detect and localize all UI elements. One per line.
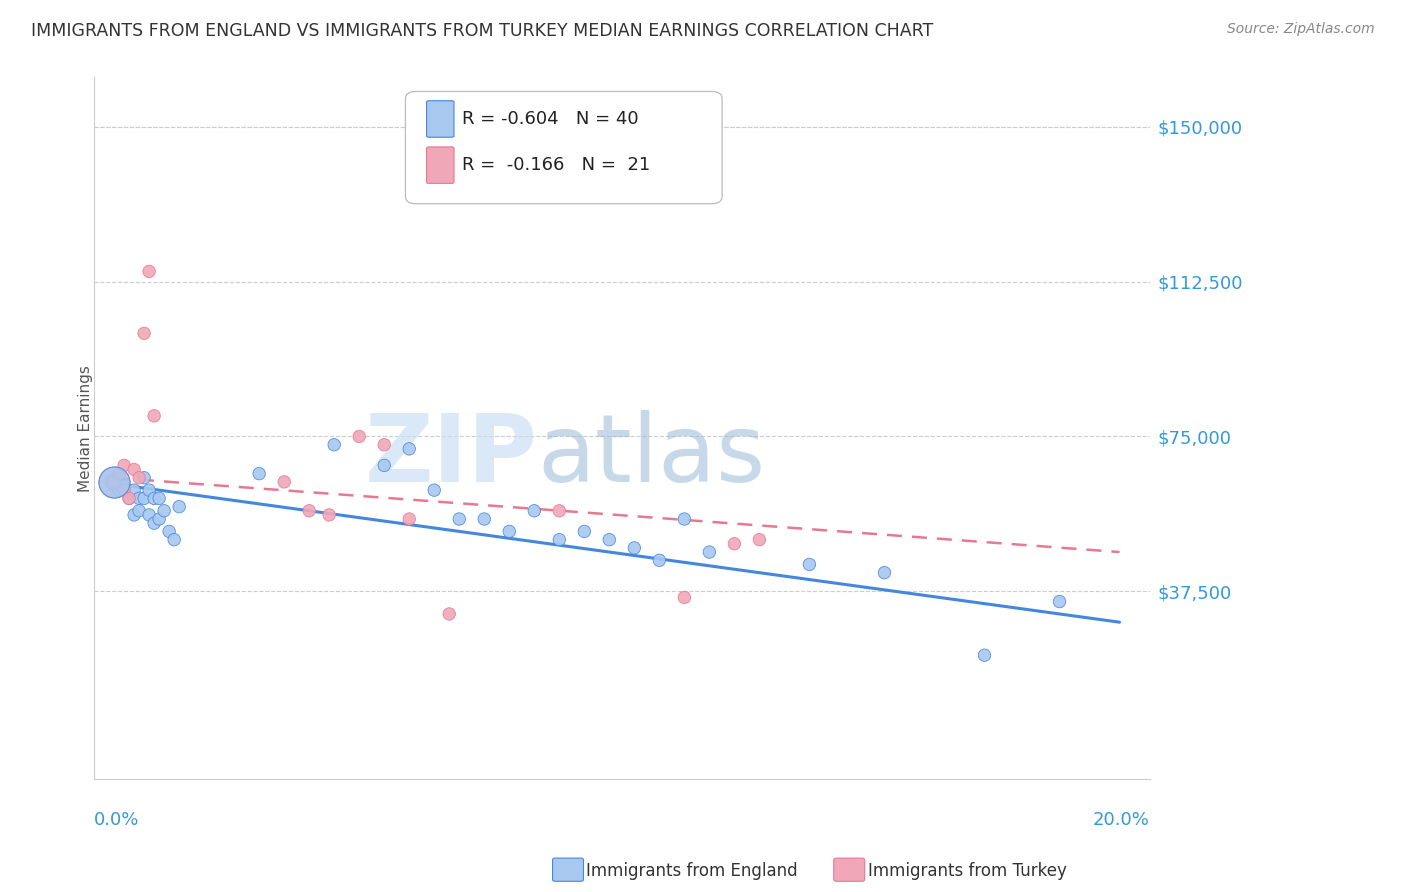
Text: R =  -0.166   N =  21: R = -0.166 N = 21 [463,156,651,174]
Point [103,475,125,489]
Text: IMMIGRANTS FROM ENGLAND VS IMMIGRANTS FROM TURKEY MEDIAN EARNINGS CORRELATION CH: IMMIGRANTS FROM ENGLAND VS IMMIGRANTS FR… [31,22,934,40]
Point [323,438,346,452]
Point [373,438,395,452]
Point [699,545,721,559]
Point [134,326,156,341]
Point [648,553,671,567]
Point [134,471,156,485]
Point [748,533,770,547]
Point [122,462,145,476]
Point [148,512,170,526]
Point [163,533,186,547]
FancyBboxPatch shape [426,101,454,137]
Point [673,512,696,526]
Point [143,409,166,423]
FancyBboxPatch shape [405,92,723,203]
Point [112,479,135,493]
Point [449,512,471,526]
Point [112,483,135,497]
Point [574,524,596,539]
Point [799,558,821,572]
FancyBboxPatch shape [426,147,454,184]
Point [318,508,340,522]
Text: Source: ZipAtlas.com: Source: ZipAtlas.com [1227,22,1375,37]
Text: Immigrants from England: Immigrants from England [586,862,799,880]
Point [247,467,270,481]
Point [108,467,131,481]
Point [673,591,696,605]
Point [523,504,546,518]
Text: Immigrants from Turkey: Immigrants from Turkey [868,862,1066,880]
Y-axis label: Median Earnings: Median Earnings [79,365,93,491]
Point [143,516,166,530]
Point [1049,594,1071,608]
Point [623,541,645,555]
Point [103,475,125,489]
Point [118,491,141,506]
Point [128,504,150,518]
Point [118,491,141,506]
Point [108,483,131,497]
Point [398,442,420,456]
Point [347,429,370,443]
Point [153,504,176,518]
Point [373,458,395,473]
Point [128,491,150,506]
Point [439,607,461,621]
Point [167,500,190,514]
Point [723,537,745,551]
Point [498,524,520,539]
Point [548,504,571,518]
Point [873,566,896,580]
Point [138,483,160,497]
Point [143,491,166,506]
Point [548,533,571,547]
Point [122,508,145,522]
Point [598,533,620,547]
Text: 0.0%: 0.0% [94,811,139,829]
Point [134,491,156,506]
Point [273,475,295,489]
Text: atlas: atlas [537,410,766,502]
Point [472,512,495,526]
Point [973,648,995,663]
Text: R = -0.604   N = 40: R = -0.604 N = 40 [463,110,640,128]
Text: ZIP: ZIP [364,410,537,502]
Point [157,524,180,539]
Point [103,475,125,489]
Point [103,475,125,489]
Point [138,264,160,278]
Point [398,512,420,526]
Point [128,471,150,485]
Point [122,483,145,497]
Point [138,508,160,522]
Text: 20.0%: 20.0% [1092,811,1150,829]
Point [148,491,170,506]
Point [423,483,446,497]
Point [298,504,321,518]
Point [112,458,135,473]
